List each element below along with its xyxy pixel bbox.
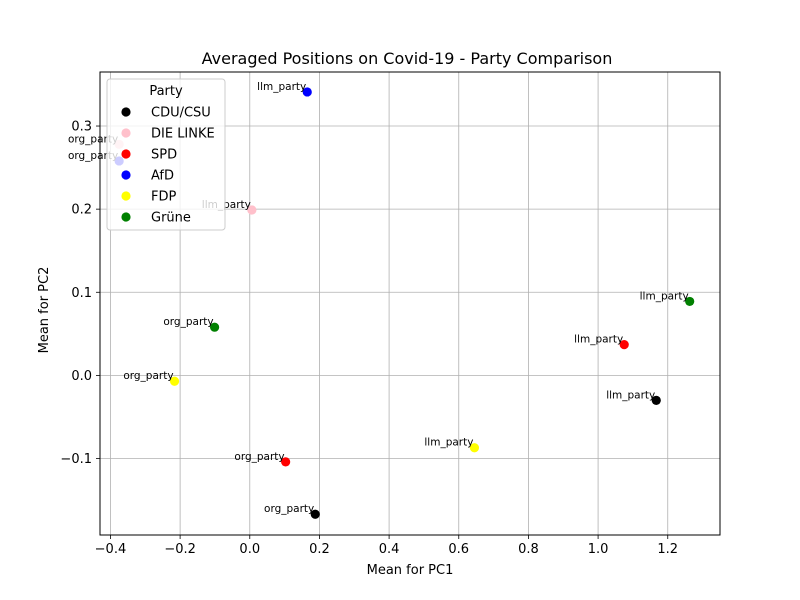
legend-marker bbox=[121, 107, 131, 117]
legend: Party CDU/CSU DIE LINKE SPD AfD FDP Grüne bbox=[106, 78, 226, 231]
data-point-label: llm_party bbox=[424, 437, 473, 449]
data-point-marker bbox=[302, 87, 312, 97]
data-point: llm_party bbox=[640, 290, 695, 307]
data-point: org_party bbox=[123, 370, 180, 386]
legend-entry: AfD bbox=[121, 169, 174, 184]
legend-marker bbox=[121, 149, 131, 159]
x-tick-label: 0.2 bbox=[309, 542, 330, 557]
data-point-marker bbox=[310, 509, 320, 519]
data-point: org_party bbox=[234, 451, 291, 467]
y-tick-label: 0.2 bbox=[71, 203, 92, 218]
legend-label: FDP bbox=[151, 190, 176, 205]
x-tick-label: −0.2 bbox=[164, 542, 196, 557]
data-point-label: org_party bbox=[163, 316, 213, 328]
data-point: llm_party bbox=[606, 389, 661, 405]
data-point-marker bbox=[169, 376, 180, 386]
legend-label: AfD bbox=[151, 169, 174, 184]
data-point-label: llm_party bbox=[640, 290, 689, 302]
chart-title: Averaged Positions on Covid-19 - Party C… bbox=[202, 49, 613, 68]
data-point-marker bbox=[247, 205, 257, 215]
y-axis-ticks: −0.1 0.0 0.1 0.2 0.3 bbox=[60, 120, 100, 467]
y-axis-label: Mean for PC2 bbox=[37, 267, 52, 354]
x-tick-label: 1.0 bbox=[588, 542, 609, 557]
x-tick-label: 1.2 bbox=[657, 542, 678, 557]
data-point-marker bbox=[619, 340, 629, 350]
legend-label: Grüne bbox=[151, 211, 191, 226]
y-tick-label: 0.3 bbox=[71, 120, 92, 135]
data-point-marker bbox=[209, 322, 220, 332]
legend-marker bbox=[121, 170, 131, 180]
grid bbox=[100, 72, 720, 535]
x-tick-label: −0.4 bbox=[95, 542, 127, 557]
legend-label: SPD bbox=[151, 148, 177, 163]
y-tick-label: 0.0 bbox=[71, 369, 92, 384]
y-tick-label: 0.1 bbox=[71, 286, 92, 301]
data-point-marker bbox=[281, 457, 291, 467]
legend-entry: Grüne bbox=[121, 211, 191, 226]
data-point: org_party bbox=[264, 503, 320, 519]
data-point-label: org_party bbox=[234, 451, 284, 463]
data-point-marker bbox=[651, 395, 661, 405]
x-axis-ticks: −0.4 −0.2 0.0 0.2 0.4 0.6 0.8 1.0 1.2 bbox=[95, 535, 678, 557]
legend-entry: DIE LINKE bbox=[121, 127, 215, 142]
legend-box bbox=[106, 78, 226, 231]
legend-marker bbox=[121, 212, 131, 222]
legend-entry: FDP bbox=[121, 190, 176, 205]
data-point-label: org_party bbox=[68, 150, 118, 162]
data-point-label: org_party bbox=[264, 503, 314, 515]
legend-entry: CDU/CSU bbox=[121, 106, 211, 121]
data-point: llm_party bbox=[257, 81, 312, 97]
legend-label: DIE LINKE bbox=[151, 127, 215, 142]
legend-title: Party bbox=[149, 84, 183, 99]
data-point: org_party bbox=[163, 316, 220, 332]
data-point-label: llm_party bbox=[606, 389, 655, 401]
data-point-marker bbox=[685, 296, 695, 307]
data-point-marker bbox=[469, 443, 480, 453]
data-point-label: org_party bbox=[123, 370, 173, 382]
legend-marker bbox=[121, 191, 131, 201]
x-tick-label: 0.8 bbox=[518, 542, 539, 557]
legend-entry: SPD bbox=[121, 148, 177, 163]
data-point-label: org_party bbox=[68, 133, 118, 145]
data-point: llm_party bbox=[574, 334, 629, 350]
plot-area-frame bbox=[99, 71, 721, 536]
x-tick-label: 0.6 bbox=[448, 542, 469, 557]
x-axis-label: Mean for PC1 bbox=[367, 563, 454, 578]
data-point: llm_party bbox=[424, 437, 480, 453]
legend-label: CDU/CSU bbox=[151, 106, 211, 121]
data-point-label: llm_party bbox=[257, 81, 306, 93]
legend-marker bbox=[121, 128, 131, 138]
y-tick-label: −0.1 bbox=[60, 452, 92, 467]
data-point-label: llm_party bbox=[574, 334, 623, 346]
x-tick-label: 0.4 bbox=[379, 542, 400, 557]
x-tick-label: 0.0 bbox=[239, 542, 260, 557]
